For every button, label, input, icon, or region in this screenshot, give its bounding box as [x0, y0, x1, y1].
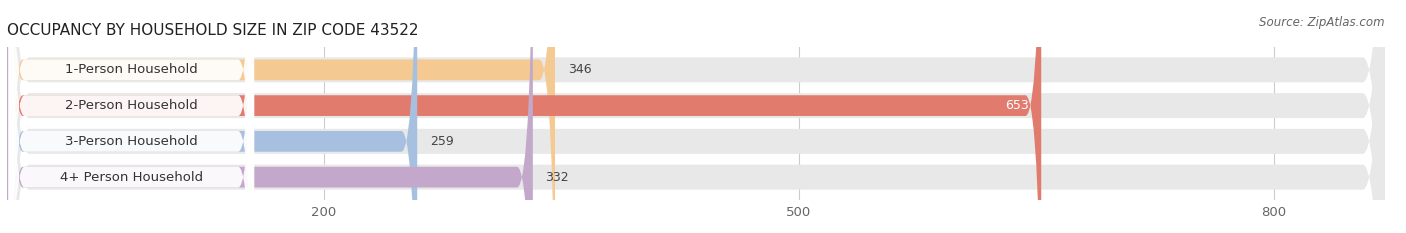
FancyBboxPatch shape: [8, 0, 254, 233]
Text: 653: 653: [1005, 99, 1029, 112]
Text: 1-Person Household: 1-Person Household: [65, 63, 198, 76]
FancyBboxPatch shape: [7, 0, 418, 233]
Text: 346: 346: [568, 63, 592, 76]
Text: OCCUPANCY BY HOUSEHOLD SIZE IN ZIP CODE 43522: OCCUPANCY BY HOUSEHOLD SIZE IN ZIP CODE …: [7, 24, 419, 38]
Text: 2-Person Household: 2-Person Household: [65, 99, 198, 112]
Text: 4+ Person Household: 4+ Person Household: [60, 171, 202, 184]
FancyBboxPatch shape: [7, 0, 533, 233]
Text: Source: ZipAtlas.com: Source: ZipAtlas.com: [1260, 16, 1385, 29]
FancyBboxPatch shape: [7, 0, 555, 233]
FancyBboxPatch shape: [8, 0, 254, 233]
Text: 332: 332: [546, 171, 569, 184]
FancyBboxPatch shape: [7, 0, 1385, 233]
Text: 259: 259: [430, 135, 454, 148]
FancyBboxPatch shape: [8, 0, 254, 233]
FancyBboxPatch shape: [7, 0, 1385, 233]
Text: 3-Person Household: 3-Person Household: [65, 135, 198, 148]
FancyBboxPatch shape: [7, 0, 1042, 233]
FancyBboxPatch shape: [7, 0, 1385, 233]
FancyBboxPatch shape: [7, 0, 1385, 233]
FancyBboxPatch shape: [8, 0, 254, 233]
